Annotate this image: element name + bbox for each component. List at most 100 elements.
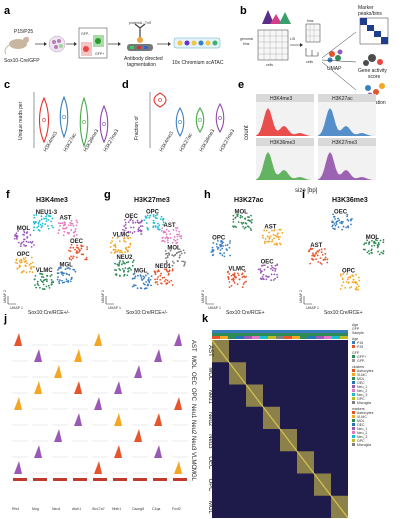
umap-point xyxy=(29,234,32,236)
umap-point xyxy=(13,237,16,240)
umap-point xyxy=(277,236,280,238)
umap-point xyxy=(85,258,88,261)
umap-point xyxy=(110,251,113,254)
coverage-peak xyxy=(134,365,142,378)
gene-activity-label-line2: score xyxy=(368,74,380,80)
umap-point xyxy=(147,279,150,281)
umap-point xyxy=(129,243,132,246)
legend-item: P15 xyxy=(357,341,363,345)
umap-point xyxy=(281,231,284,234)
legend-item: VLMC xyxy=(357,415,367,419)
panel-letter-b: b xyxy=(240,5,247,17)
umap-point xyxy=(265,229,268,232)
umap-point xyxy=(80,253,83,256)
umap-point xyxy=(145,280,148,283)
umap-point xyxy=(42,283,45,286)
k-legend: AgeGFPSampleAgeP15P25GFPGFP+GFP-clusters… xyxy=(352,323,374,447)
umap-point xyxy=(368,252,371,255)
umap-point xyxy=(49,275,52,278)
d-tick-labels: H3K4me3 H3K27ac H3K36me3 H3K27me3 xyxy=(159,128,237,153)
umap-point xyxy=(140,230,143,232)
umap-point xyxy=(345,226,348,229)
umap-point xyxy=(324,258,327,261)
umap-point xyxy=(241,273,243,276)
umap-point xyxy=(239,216,242,219)
umap-point xyxy=(60,271,63,274)
umap-point xyxy=(17,230,20,232)
coverage-peak xyxy=(134,429,142,442)
cluster-label: MGL xyxy=(59,262,73,268)
umap-point xyxy=(165,228,168,231)
cluster-label: OPC xyxy=(146,210,160,216)
facet-strip xyxy=(318,138,376,146)
umap-point xyxy=(236,283,239,286)
umap-point xyxy=(271,266,274,269)
umap-point xyxy=(30,256,33,259)
umap-point xyxy=(118,251,121,254)
umap-point xyxy=(33,244,35,246)
umap-point xyxy=(230,284,233,287)
umap-point xyxy=(51,217,54,220)
umap-point xyxy=(64,227,67,230)
umap-point xyxy=(141,225,144,228)
umap-point xyxy=(232,218,235,221)
umap-point xyxy=(172,255,175,257)
umap-point xyxy=(158,228,161,231)
umap-point xyxy=(237,272,239,275)
umap-point xyxy=(346,218,349,221)
umap-point xyxy=(41,281,44,284)
umap-point xyxy=(20,271,23,274)
umap-point xyxy=(24,245,27,247)
umap-point xyxy=(226,271,229,274)
umap-point xyxy=(164,278,167,281)
umap-point xyxy=(160,272,162,275)
umap-point xyxy=(143,219,146,222)
umap-point xyxy=(245,280,247,283)
umap-caption: Sox10:Cre/RCE+ xyxy=(226,310,265,316)
umap-point xyxy=(114,246,117,248)
umap-point xyxy=(23,231,26,234)
umap-point xyxy=(165,282,168,285)
umap-point xyxy=(15,234,17,236)
umap-point xyxy=(382,252,385,255)
peak-shape xyxy=(262,10,274,24)
umap-point xyxy=(47,227,50,230)
umap-point xyxy=(247,216,249,218)
umap-point xyxy=(279,228,282,231)
umap-point xyxy=(315,258,317,261)
umap2-label: UMAP 2 xyxy=(3,290,7,303)
umap-point xyxy=(242,283,245,286)
umap-point xyxy=(46,280,48,283)
umap-point xyxy=(248,226,250,228)
umap-point xyxy=(338,219,341,222)
umap-point xyxy=(20,258,23,261)
marker-heatmap xyxy=(359,17,389,45)
umap-point xyxy=(336,220,339,223)
umap-point xyxy=(178,233,180,236)
umap-point xyxy=(241,276,244,279)
umap1-label: UMAP 1 xyxy=(10,306,23,310)
umap-point xyxy=(342,220,344,223)
umap-point xyxy=(167,241,169,244)
umap-point xyxy=(175,229,178,232)
umap-point xyxy=(168,253,171,256)
coverage-peak xyxy=(14,333,22,346)
umap-point xyxy=(358,285,360,288)
umap-point xyxy=(71,222,74,225)
x-tick-label: H3K4me3 xyxy=(159,131,175,153)
umap-point xyxy=(251,218,253,221)
legend-title: markers xyxy=(352,407,365,411)
umap-point xyxy=(78,248,80,251)
umap-point xyxy=(49,215,52,218)
umap1-label: UMAP 1 xyxy=(208,306,221,310)
umap1-label: UMAP 1 xyxy=(306,306,319,310)
umap-point xyxy=(26,236,28,239)
e-xlabel: size [bp] xyxy=(295,188,318,194)
legend-swatch xyxy=(352,419,355,422)
umap-point xyxy=(59,224,61,227)
umap-point xyxy=(74,228,77,230)
umap-point xyxy=(137,230,140,233)
umap-point xyxy=(123,273,126,276)
umap-point xyxy=(35,214,38,216)
umap-point xyxy=(222,245,224,247)
